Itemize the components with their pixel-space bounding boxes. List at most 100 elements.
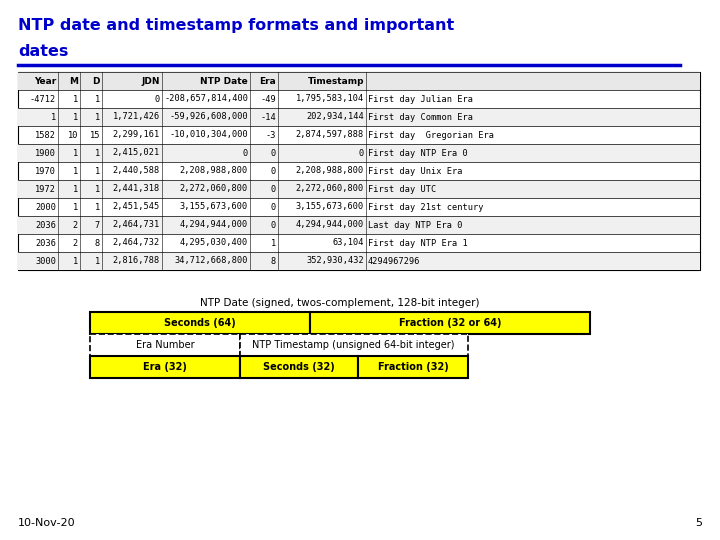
Text: -59,926,608,000: -59,926,608,000 xyxy=(169,112,248,122)
Text: 1970: 1970 xyxy=(35,166,56,176)
Text: 1: 1 xyxy=(73,202,78,212)
Text: 7: 7 xyxy=(95,220,100,230)
Text: 1,721,426: 1,721,426 xyxy=(113,112,160,122)
Text: First day Common Era: First day Common Era xyxy=(368,112,473,122)
Text: 0: 0 xyxy=(155,94,160,104)
Text: D: D xyxy=(92,77,100,85)
Text: Seconds (32): Seconds (32) xyxy=(264,362,335,372)
Text: 1: 1 xyxy=(73,112,78,122)
Text: 8: 8 xyxy=(271,256,276,266)
Text: 2,874,597,888: 2,874,597,888 xyxy=(296,131,364,139)
Text: 1972: 1972 xyxy=(35,185,56,193)
Text: dates: dates xyxy=(18,44,68,59)
Text: 2000: 2000 xyxy=(35,202,56,212)
Bar xyxy=(310,312,590,334)
Text: 1: 1 xyxy=(73,94,78,104)
Bar xyxy=(18,144,700,162)
Bar xyxy=(90,334,240,356)
Text: 34,712,668,800: 34,712,668,800 xyxy=(174,256,248,266)
Text: First day Julian Era: First day Julian Era xyxy=(368,94,473,104)
Text: 4294967296: 4294967296 xyxy=(368,256,420,266)
Text: 3,155,673,600: 3,155,673,600 xyxy=(180,202,248,212)
Text: 2,272,060,800: 2,272,060,800 xyxy=(180,185,248,193)
Bar xyxy=(18,180,700,198)
Text: -10,010,304,000: -10,010,304,000 xyxy=(169,131,248,139)
Text: Year: Year xyxy=(34,77,56,85)
Text: -3: -3 xyxy=(266,131,276,139)
Text: 352,930,432: 352,930,432 xyxy=(306,256,364,266)
Text: 2,440,588: 2,440,588 xyxy=(113,166,160,176)
Text: 1: 1 xyxy=(95,148,100,158)
Text: 3,155,673,600: 3,155,673,600 xyxy=(296,202,364,212)
Text: 0: 0 xyxy=(359,148,364,158)
Text: 1900: 1900 xyxy=(35,148,56,158)
Text: First day UTC: First day UTC xyxy=(368,185,436,193)
Bar xyxy=(18,108,700,126)
Text: First day  Gregorian Era: First day Gregorian Era xyxy=(368,131,494,139)
Text: M: M xyxy=(69,77,78,85)
Text: 4,295,030,400: 4,295,030,400 xyxy=(180,239,248,247)
Text: 8: 8 xyxy=(95,239,100,247)
Text: 1: 1 xyxy=(95,166,100,176)
Text: 2,208,988,800: 2,208,988,800 xyxy=(296,166,364,176)
Text: 2,299,161: 2,299,161 xyxy=(113,131,160,139)
Text: 0: 0 xyxy=(243,148,248,158)
Text: Fraction (32): Fraction (32) xyxy=(377,362,449,372)
Text: 1: 1 xyxy=(73,148,78,158)
Bar xyxy=(18,252,700,270)
Text: -14: -14 xyxy=(260,112,276,122)
Text: 1: 1 xyxy=(271,239,276,247)
Text: 1: 1 xyxy=(73,185,78,193)
Bar xyxy=(90,356,240,378)
Text: 0: 0 xyxy=(271,166,276,176)
Text: 2,464,732: 2,464,732 xyxy=(113,239,160,247)
Text: 1: 1 xyxy=(73,166,78,176)
Text: Timestamp: Timestamp xyxy=(307,77,364,85)
Bar xyxy=(18,216,700,234)
Text: 63,104: 63,104 xyxy=(333,239,364,247)
Text: NTP Date (signed, twos-complement, 128-bit integer): NTP Date (signed, twos-complement, 128-b… xyxy=(200,298,480,308)
Text: 2,441,318: 2,441,318 xyxy=(113,185,160,193)
Text: Era Number: Era Number xyxy=(135,340,194,350)
Text: First day NTP Era 1: First day NTP Era 1 xyxy=(368,239,468,247)
Bar xyxy=(18,72,700,90)
Bar xyxy=(18,72,700,270)
Text: 1: 1 xyxy=(95,256,100,266)
Text: First day 21st century: First day 21st century xyxy=(368,202,484,212)
Text: 1,795,583,104: 1,795,583,104 xyxy=(296,94,364,104)
Bar xyxy=(359,356,467,378)
Text: 10: 10 xyxy=(68,131,78,139)
Text: 4,294,944,000: 4,294,944,000 xyxy=(296,220,364,230)
Text: 1: 1 xyxy=(50,112,56,122)
Text: JDN: JDN xyxy=(142,77,160,85)
Text: 1: 1 xyxy=(95,185,100,193)
Text: 2,816,788: 2,816,788 xyxy=(113,256,160,266)
Text: Era (32): Era (32) xyxy=(143,362,187,372)
Text: 202,934,144: 202,934,144 xyxy=(306,112,364,122)
Text: 15: 15 xyxy=(89,131,100,139)
Text: 2,415,021: 2,415,021 xyxy=(113,148,160,158)
Text: 1: 1 xyxy=(95,94,100,104)
Text: 2: 2 xyxy=(73,239,78,247)
Bar xyxy=(240,334,467,356)
Text: NTP Timestamp (unsigned 64-bit integer): NTP Timestamp (unsigned 64-bit integer) xyxy=(253,340,455,350)
Text: 2,272,060,800: 2,272,060,800 xyxy=(296,185,364,193)
Text: -49: -49 xyxy=(260,94,276,104)
Text: 0: 0 xyxy=(271,148,276,158)
Text: NTP date and timestamp formats and important: NTP date and timestamp formats and impor… xyxy=(18,18,454,33)
Text: Seconds (64): Seconds (64) xyxy=(164,318,236,328)
Text: -208,657,814,400: -208,657,814,400 xyxy=(164,94,248,104)
Text: 1: 1 xyxy=(73,256,78,266)
Text: Last day NTP Era 0: Last day NTP Era 0 xyxy=(368,220,462,230)
Text: 3000: 3000 xyxy=(35,256,56,266)
Text: -4712: -4712 xyxy=(30,94,56,104)
Text: 2,208,988,800: 2,208,988,800 xyxy=(180,166,248,176)
Text: 1: 1 xyxy=(95,112,100,122)
Text: 1: 1 xyxy=(95,202,100,212)
Text: 2,451,545: 2,451,545 xyxy=(113,202,160,212)
Text: 5: 5 xyxy=(695,518,702,528)
Text: 1582: 1582 xyxy=(35,131,56,139)
Text: 0: 0 xyxy=(271,220,276,230)
Bar xyxy=(90,312,310,334)
Text: NTP Date: NTP Date xyxy=(200,77,248,85)
